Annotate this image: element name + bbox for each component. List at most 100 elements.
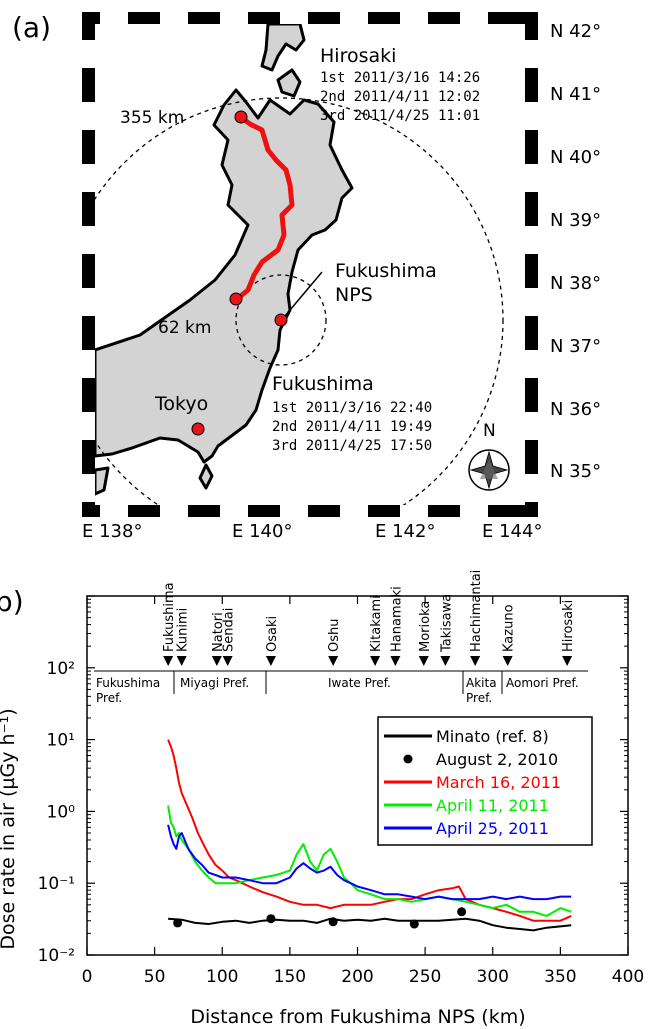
frame-tick: [82, 164, 95, 192]
pref-label: Miyagi Pref.: [180, 676, 249, 690]
y-tick-label: 10⁻²: [38, 946, 75, 966]
latitude-labels: N 42° N 41° N 40° N 39° N 38° N 37° N 36…: [550, 21, 601, 482]
fukushima-name: Fukushima: [272, 373, 374, 395]
tokyo-dot: [191, 422, 205, 436]
x-tick-label: 400: [612, 967, 644, 987]
frame-tick: [460, 505, 488, 517]
station-label: Fukushima: [162, 582, 177, 652]
frame-tick: [280, 12, 308, 24]
station-marker: [370, 656, 381, 666]
frame-tick: [82, 412, 95, 440]
station-marker: [470, 656, 481, 666]
lat-label: N 36°: [550, 399, 601, 420]
prefecture-dividers: [173, 671, 503, 694]
series-line: [167, 824, 572, 901]
pref-label: Fukushima: [96, 676, 160, 690]
frame-tick: [160, 505, 188, 517]
frame-tick: [100, 12, 128, 24]
station-label: Kazuno: [502, 604, 517, 652]
pref-label: Pref.: [466, 691, 492, 705]
station-label: Kitakami: [369, 595, 384, 652]
x-tick-label: 250: [409, 967, 441, 987]
data-point: [409, 919, 419, 929]
circle-355km: [95, 97, 504, 505]
axis-ticks: 0 50 100 150 200 250 300 350 400 10⁻² 10⁻¹ 10⁰ 10¹ 10…: [38, 595, 644, 987]
nps-leader: [284, 271, 323, 317]
station-marker: [163, 656, 174, 666]
fukushima-time-2: 2nd 2011/4/11 19:49: [272, 419, 432, 435]
frame-tick: [82, 40, 95, 68]
series-line: [168, 917, 572, 932]
frame-tick: [525, 226, 538, 254]
y-tick-label: 10⁰: [47, 802, 76, 822]
frame-tick: [525, 164, 538, 192]
station-label: Sendai: [222, 608, 237, 652]
lat-label: N 39°: [550, 210, 601, 231]
circle-62km: [235, 274, 327, 366]
lat-label: N 38°: [550, 273, 601, 294]
x-tick-label: 100: [206, 967, 238, 987]
longitude-labels: E 138° E 140° E 142° E 144°: [82, 521, 542, 540]
frame-tick: [525, 412, 538, 440]
frame-tick: [82, 474, 95, 502]
station-marker: [562, 656, 573, 666]
land-izu: [198, 463, 214, 490]
station-label: Hirosaki: [561, 600, 576, 652]
frame-tick: [280, 505, 308, 517]
map-panel-label: (a): [12, 11, 51, 44]
frame-tick: [340, 505, 368, 517]
chart-panel-label: (b): [0, 585, 24, 618]
map-frame-ticks: [82, 12, 538, 517]
x-tick-label: 300: [477, 967, 509, 987]
x-tick-label: 150: [274, 967, 306, 987]
station-marker: [211, 656, 222, 666]
survey-route: [234, 115, 295, 302]
data-point: [328, 917, 338, 927]
station-label: Oshu: [327, 619, 342, 652]
frame-tick: [400, 505, 428, 517]
hirosaki-time-1: 1st 2011/3/16 14:26: [320, 70, 480, 86]
frame-tick: [525, 288, 538, 316]
frame-tick: [82, 102, 95, 130]
station-label: Morioka: [418, 601, 433, 652]
nps-label-1: Fukushima: [335, 260, 437, 282]
y-tick-label: 10²: [47, 659, 75, 679]
pref-label: Pref.: [96, 691, 122, 705]
y-axis-label: Dose rate in air (µGy h⁻¹): [0, 708, 19, 949]
legend-label: April 25, 2011: [436, 819, 549, 838]
lon-label: E 142°: [375, 521, 435, 540]
map-panel: (a) Hirosaki 1st 2011/3/16 14:26 2nd 201…: [12, 11, 601, 540]
frame-tick: [525, 40, 538, 68]
station-marker: [328, 656, 339, 666]
station-marker: [440, 656, 451, 666]
pref-label: Aomori Pref.: [506, 676, 579, 690]
frame-tick: [82, 350, 95, 378]
legend-label: Minato (ref. 8): [436, 727, 549, 746]
distance-far-label: 355 km: [120, 108, 184, 128]
land-hokkaido: [260, 24, 306, 72]
dose-rate-chart: (b) Dose rate in air (µGy h⁻¹) Distance …: [0, 570, 644, 1028]
frame-tick: [100, 505, 128, 517]
y-tick-label: 10⁻¹: [38, 874, 75, 894]
legend: Minato (ref. 8) August 2, 2010 March 16, 2…: [377, 716, 593, 846]
station-marker: [390, 656, 401, 666]
station-label: Hanamaki: [389, 586, 404, 652]
land-southwest: [95, 466, 110, 496]
lat-label: N 35°: [550, 461, 601, 482]
nps-label-2: NPS: [335, 284, 373, 306]
fukushima-dot: [229, 292, 243, 306]
pref-label: Akita: [466, 676, 497, 690]
hirosaki-dot: [234, 110, 248, 124]
frame-tick: [400, 12, 428, 24]
x-tick-label: 0: [82, 967, 93, 987]
legend-label: April 11, 2011: [436, 796, 549, 815]
station-label: Kunimi: [176, 608, 191, 652]
station-marker: [265, 656, 276, 666]
station-marker: [176, 656, 187, 666]
lat-label: N 42°: [550, 21, 601, 42]
land-tip: [276, 68, 302, 98]
station-marker: [418, 656, 429, 666]
frame-tick: [460, 12, 488, 24]
frame-tick: [525, 474, 538, 502]
